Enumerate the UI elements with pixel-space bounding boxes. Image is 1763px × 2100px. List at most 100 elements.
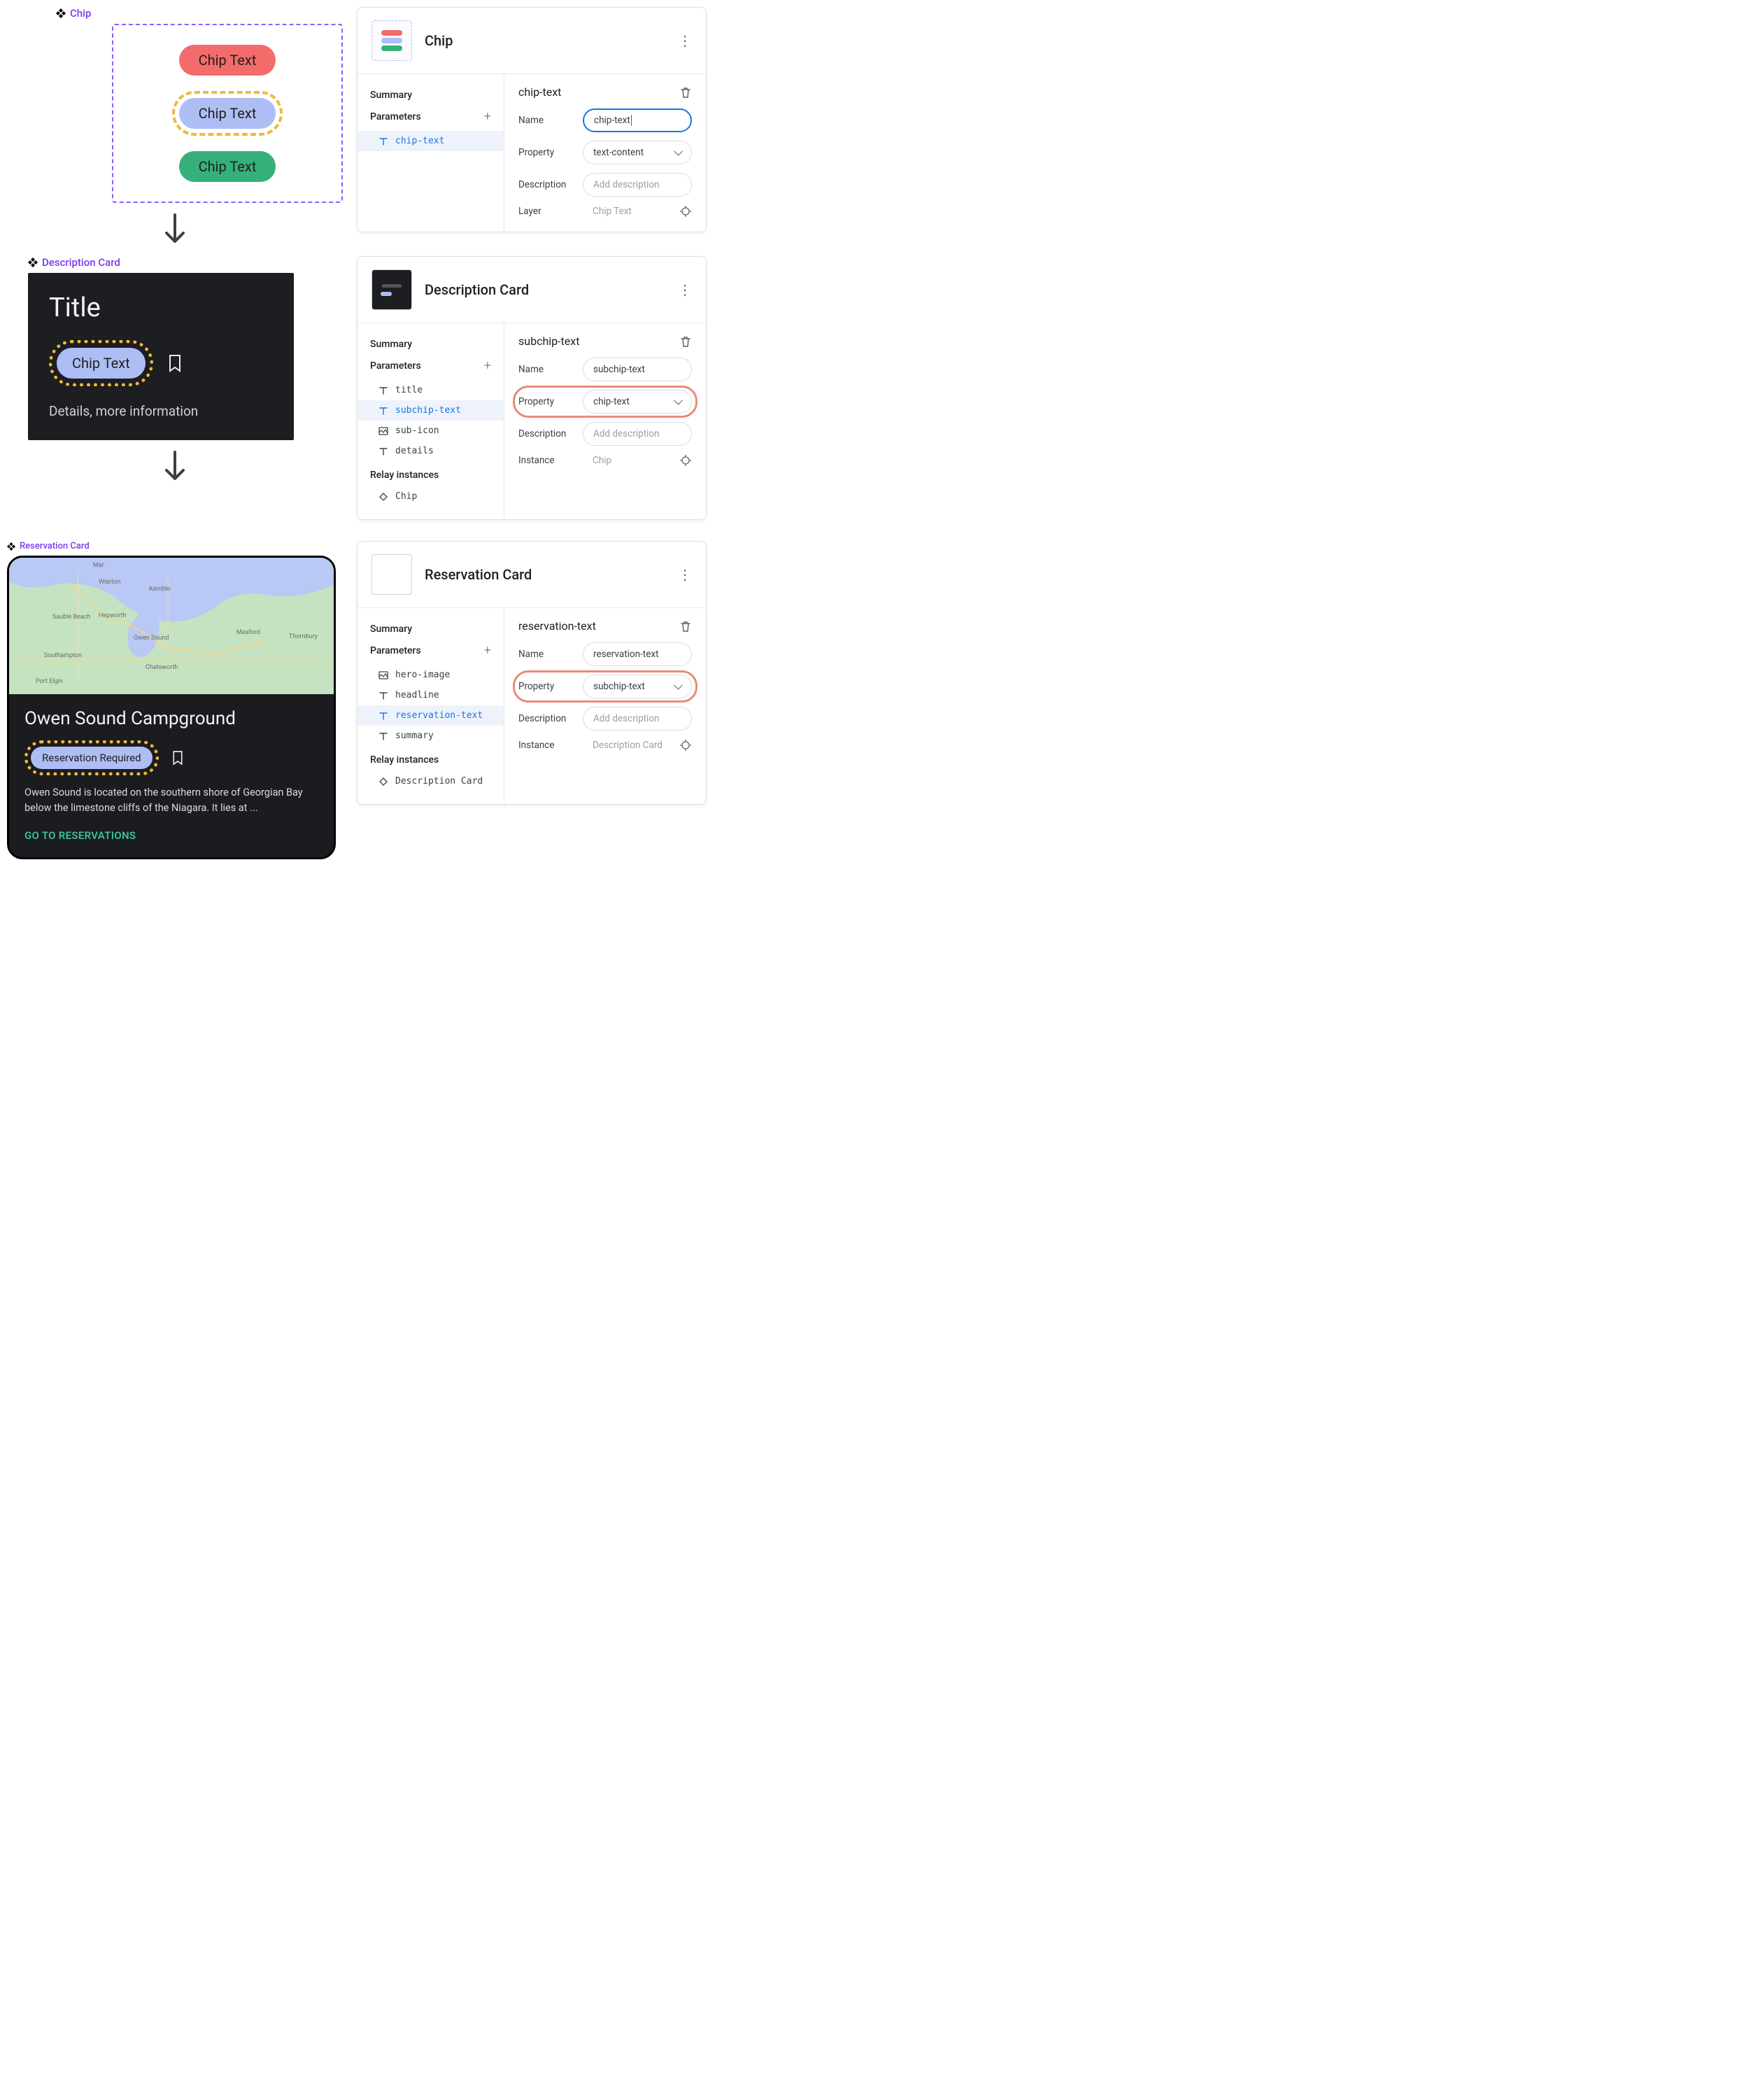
layer-value: Chip Text: [583, 206, 668, 217]
reservations-link[interactable]: GO TO RESERVATIONS: [24, 829, 318, 842]
name-label: Name: [518, 649, 572, 660]
detail-title: chip-text: [518, 85, 561, 99]
name-input[interactable]: chip-text: [583, 108, 692, 132]
delete-icon[interactable]: [679, 335, 692, 348]
property-label: Property: [518, 396, 572, 407]
param-subchip-text[interactable]: subchip-text: [357, 400, 504, 421]
res-headline: Owen Sound Campground: [24, 708, 318, 729]
detail-title: subchip-text: [518, 334, 579, 348]
hero-map: Mar Wiarton Kemble Sauble Beach Hepworth…: [9, 558, 334, 694]
text-icon: [378, 446, 388, 456]
description-label: Description: [518, 428, 572, 439]
image-icon: [378, 426, 388, 436]
component-label-res: Reservation Card: [7, 541, 343, 551]
add-parameter-button[interactable]: +: [484, 358, 491, 373]
arrow-down-icon: [160, 446, 190, 488]
panel-description-card: Description Card ⋮ Summary Parameters + …: [357, 256, 707, 520]
description-label: Description: [518, 713, 572, 724]
property-select[interactable]: subchip-text: [583, 675, 692, 698]
instance-value: Chip: [583, 455, 668, 466]
name-label: Name: [518, 115, 572, 126]
desc-details: Details, more information: [49, 403, 273, 419]
bookmark-icon[interactable]: [171, 750, 184, 766]
add-parameter-button[interactable]: +: [484, 109, 491, 124]
text-icon: [378, 386, 388, 395]
param-details[interactable]: details: [357, 441, 504, 461]
panel-menu-button[interactable]: ⋮: [678, 566, 692, 583]
instance-value: Description Card: [583, 740, 668, 751]
locate-icon[interactable]: [679, 454, 692, 467]
panel-thumb-desc: [371, 269, 412, 310]
component-label-text: Chip: [70, 7, 91, 20]
property-label: Property: [518, 681, 572, 692]
text-icon: [378, 406, 388, 416]
component-icon: [7, 542, 15, 551]
diamond-icon: [378, 492, 388, 502]
panel-thumb-res: [371, 554, 412, 595]
description-card-preview: Title Chip Text Details, more informatio…: [28, 273, 294, 440]
panel-title: Chip: [425, 32, 665, 49]
description-input[interactable]: Add description: [583, 707, 692, 731]
component-icon: [28, 258, 38, 267]
param-reservation-text[interactable]: reservation-text: [357, 705, 504, 726]
component-label-text: Reservation Card: [20, 541, 90, 551]
layer-label: Layer: [518, 206, 572, 217]
panel-menu-button[interactable]: ⋮: [678, 32, 692, 49]
parameters-heading: Parameters: [370, 645, 421, 656]
summary-tab[interactable]: Summary: [370, 90, 412, 101]
param-sub-icon[interactable]: sub-icon: [357, 421, 504, 441]
component-label-chip: Chip: [56, 7, 343, 20]
property-select[interactable]: chip-text: [583, 390, 692, 414]
panel-title: Description Card: [425, 281, 665, 298]
param-name: chip-text: [395, 136, 444, 146]
description-input[interactable]: Add description: [583, 173, 692, 197]
res-summary: Owen Sound is located on the southern sh…: [24, 785, 318, 817]
param-title[interactable]: title: [357, 380, 504, 400]
reservation-chip: Reservation Required: [31, 747, 153, 769]
locate-icon[interactable]: [679, 205, 692, 218]
chip-variant-green: Chip Text: [179, 151, 276, 182]
text-icon: [378, 711, 388, 721]
panel-reservation-card: Reservation Card ⋮ Summary Parameters + …: [357, 541, 707, 805]
diamond-icon: [378, 777, 388, 787]
instance-label: Instance: [518, 740, 572, 751]
summary-tab[interactable]: Summary: [370, 339, 412, 350]
relay-chip[interactable]: Chip: [357, 486, 504, 507]
arrow-down-icon: [160, 209, 190, 251]
delete-icon[interactable]: [679, 620, 692, 633]
property-select[interactable]: text-content: [583, 141, 692, 164]
map-svg: [9, 558, 334, 693]
panel-chip: Chip ⋮ Summary Parameters + chip-text: [357, 7, 707, 232]
reservation-card-preview: Mar Wiarton Kemble Sauble Beach Hepworth…: [7, 556, 336, 859]
component-icon: [56, 8, 66, 18]
param-chip-text[interactable]: chip-text: [357, 131, 504, 151]
panel-menu-button[interactable]: ⋮: [678, 281, 692, 298]
summary-tab[interactable]: Summary: [370, 623, 412, 635]
chip-variant-red: Chip Text: [179, 45, 276, 76]
description-input[interactable]: Add description: [583, 422, 692, 446]
param-summary[interactable]: summary: [357, 726, 504, 746]
chip-variant-blue: Chip Text: [179, 98, 276, 129]
name-input[interactable]: subchip-text: [583, 358, 692, 381]
name-input[interactable]: reservation-text: [583, 642, 692, 666]
description-label: Description: [518, 179, 572, 190]
image-icon: [378, 670, 388, 680]
param-hero-image[interactable]: hero-image: [357, 665, 504, 685]
parameters-heading: Parameters: [370, 360, 421, 372]
component-label-text: Description Card: [42, 256, 120, 269]
detail-title: reservation-text: [518, 619, 596, 633]
component-label-desc: Description Card: [28, 256, 294, 269]
chip-variant-frame: Chip Text Chip Text Chip Text: [112, 24, 343, 203]
add-parameter-button[interactable]: +: [484, 643, 491, 658]
instance-label: Instance: [518, 455, 572, 466]
relay-description-card[interactable]: Description Card: [357, 771, 504, 791]
property-label: Property: [518, 147, 572, 158]
locate-icon[interactable]: [679, 739, 692, 752]
selection-ring: Chip Text: [49, 340, 153, 386]
bookmark-icon[interactable]: [167, 354, 183, 372]
panel-title: Reservation Card: [425, 566, 665, 583]
delete-icon[interactable]: [679, 86, 692, 99]
text-icon: [378, 136, 388, 146]
desc-title: Title: [49, 293, 273, 323]
param-headline[interactable]: headline: [357, 685, 504, 705]
